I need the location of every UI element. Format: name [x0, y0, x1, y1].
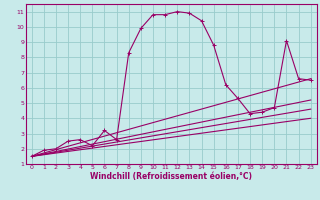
X-axis label: Windchill (Refroidissement éolien,°C): Windchill (Refroidissement éolien,°C)	[90, 172, 252, 181]
